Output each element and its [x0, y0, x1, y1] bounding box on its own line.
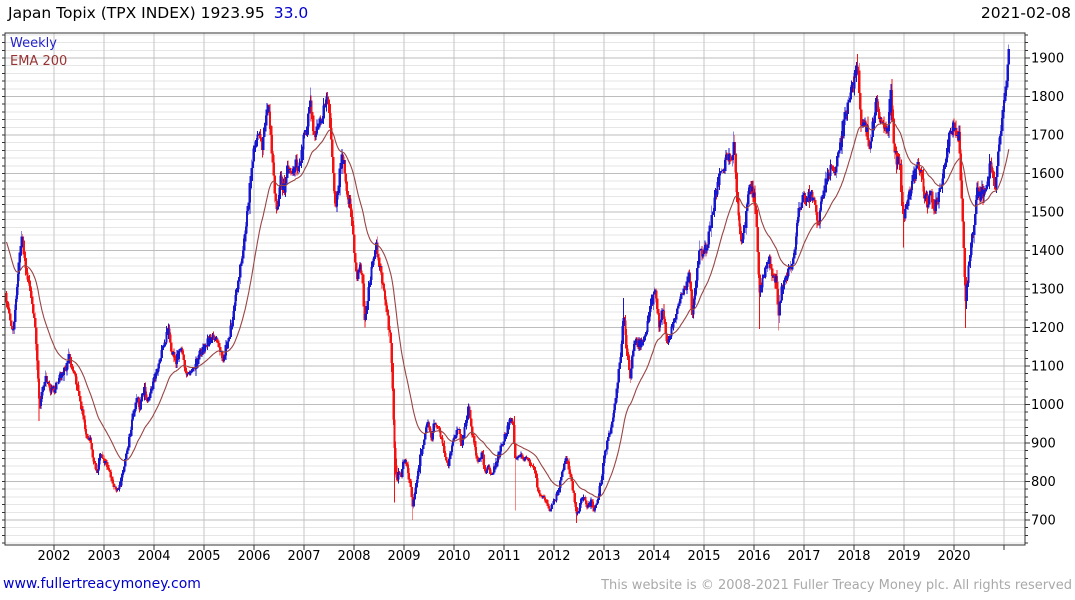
x-axis-label: 2015 — [687, 549, 720, 564]
legend-weekly-label: Weekly — [10, 36, 57, 51]
x-axis-label: 2002 — [37, 549, 70, 564]
y-axis-label: 800 — [1031, 475, 1056, 490]
x-axis-label: 2007 — [287, 549, 320, 564]
x-axis-label: 2013 — [587, 549, 620, 564]
y-axis-label: 1300 — [1031, 283, 1064, 298]
axis-labels: 700 800 900 1000 1100 1200 1300 1400 1500 1600 170… — [37, 52, 1064, 565]
ema-200-line — [5, 120, 1010, 498]
chart-date: 2021-02-08 — [980, 4, 1071, 22]
y-axis-label: 1700 — [1031, 129, 1064, 144]
tick-marks — [2, 34, 1030, 550]
x-axis-label: 2004 — [137, 549, 170, 564]
x-axis-label: 2006 — [237, 549, 270, 564]
x-axis-label: 2003 — [87, 549, 120, 564]
x-axis-label: 2016 — [737, 549, 770, 564]
axis-ticks — [2, 34, 1030, 550]
chart-title: Japan Topix (TPX INDEX) 1923.95 33.0 — [8, 4, 308, 22]
legend-ema-label: EMA 200 — [10, 54, 68, 69]
chart-titlebar: Japan Topix (TPX INDEX) 1923.95 33.0 2021… — [0, 0, 1075, 30]
x-axis-label: 2020 — [937, 549, 970, 564]
y-axis-label: 1400 — [1031, 244, 1064, 259]
y-axis-label: 900 — [1031, 437, 1056, 452]
x-axis-label: 2011 — [487, 549, 520, 564]
x-axis-label: 2008 — [337, 549, 370, 564]
x-axis-label: 2005 — [187, 549, 220, 564]
x-axis-label: 2019 — [887, 549, 920, 564]
y-axis-label: 1600 — [1031, 167, 1064, 182]
up-candle-bodies — [11, 48, 1010, 514]
y-axis-label: 1200 — [1031, 321, 1064, 336]
x-axis-label: 2009 — [387, 549, 420, 564]
x-axis-label: 2014 — [637, 549, 670, 564]
candles-layer — [5, 44, 1010, 524]
instrument-and-price: Japan Topix (TPX INDEX) 1923.95 — [8, 4, 265, 22]
chart-legend: Weekly EMA 200 — [10, 35, 67, 71]
x-axis-label: 2010 — [437, 549, 470, 564]
x-axis-label: 2018 — [837, 549, 870, 564]
x-axis-label: 2017 — [787, 549, 820, 564]
y-axis-label: 700 — [1031, 514, 1056, 529]
y-axis-label: 1100 — [1031, 360, 1064, 375]
x-axis-label: 2012 — [537, 549, 570, 564]
price-change-value: 33.0 — [273, 4, 309, 22]
y-axis-label: 1000 — [1031, 398, 1064, 413]
y-axis-label: 1900 — [1031, 52, 1064, 67]
y-axis-label: 1500 — [1031, 206, 1064, 221]
website-link[interactable]: www.fullertreacymoney.com — [3, 576, 201, 592]
y-axis-label: 1800 — [1031, 90, 1064, 105]
copyright-text: This website is © 2008-2021 Fuller Treac… — [601, 578, 1072, 593]
